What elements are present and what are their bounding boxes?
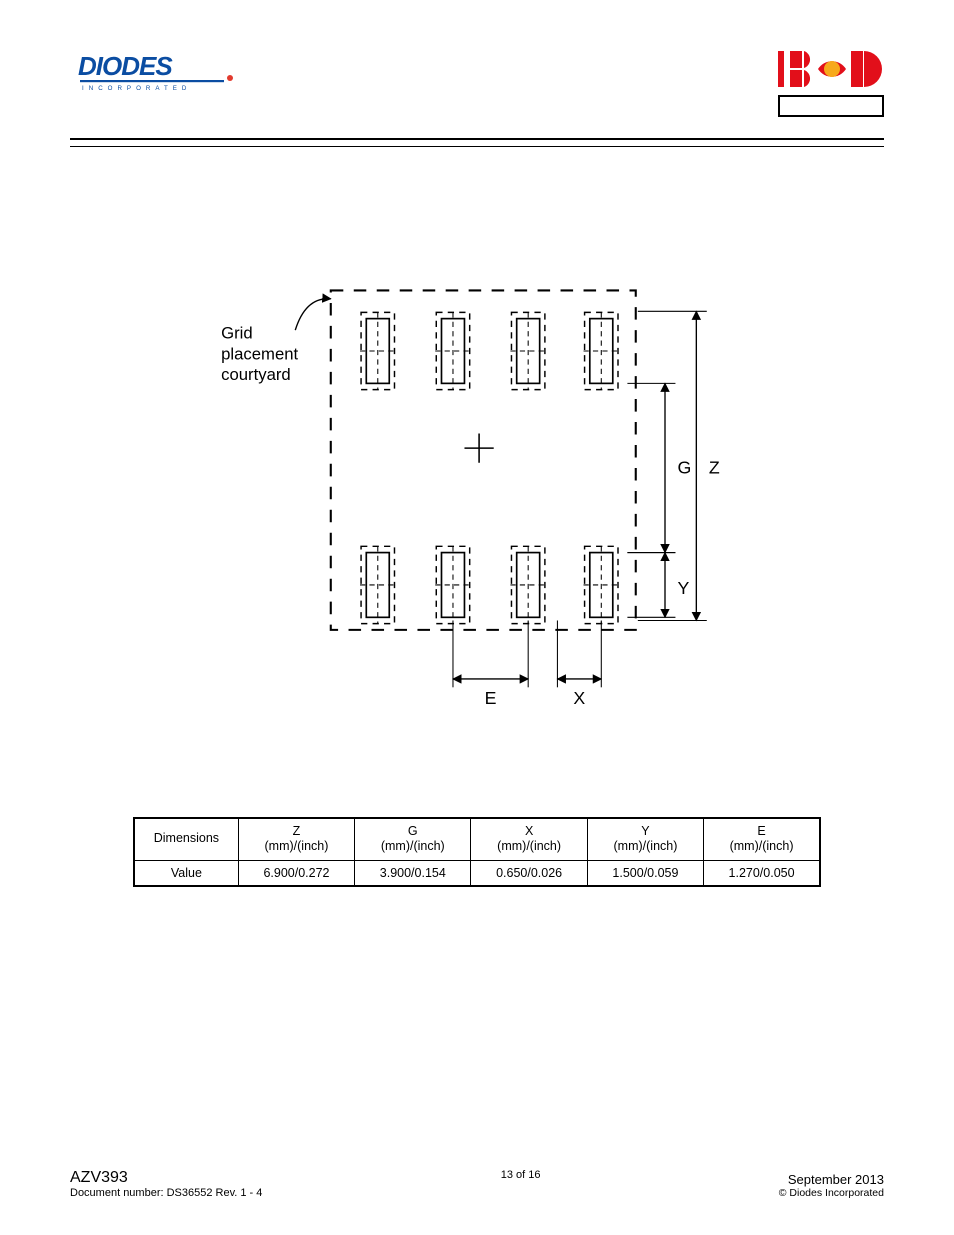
table-cell: 1.500/0.059 [587,860,703,886]
table-header: X(mm)/(inch) [471,818,587,860]
svg-text:placement: placement [221,344,298,363]
bcd-logo [778,50,884,117]
footer-copyright: © Diodes Incorporated [779,1187,884,1199]
diodes-logo: DIODES INCORPORATED [78,50,238,99]
svg-text:G: G [678,458,692,478]
table-header: Dimensions [134,818,238,860]
svg-text:DIODES: DIODES [78,51,173,81]
document-number: Document number: DS36552 Rev. 1 - 4 [70,1187,262,1199]
svg-text:INCORPORATED: INCORPORATED [82,85,191,92]
table-header: Y(mm)/(inch) [587,818,703,860]
table-header: G(mm)/(inch) [355,818,471,860]
header-rule-thick [70,138,884,140]
svg-text:courtyard: courtyard [221,365,291,384]
page-number: 13 of 16 [501,1169,541,1181]
svg-text:E: E [485,688,497,708]
dimensions-table: DimensionsZ(mm)/(inch)G(mm)/(inch)X(mm)/… [133,817,821,887]
header: DIODES INCORPORATED [70,50,884,130]
table-header: Z(mm)/(inch) [238,818,354,860]
header-rule-thin [70,146,884,147]
part-number: AZV393 [70,1169,262,1187]
table-cell: 0.650/0.026 [471,860,587,886]
svg-text:Y: Y [678,578,690,598]
land-pattern-diagram: Grid placement courtyard ZG Y E X [70,257,884,727]
footer: AZV393 Document number: DS36552 Rev. 1 -… [70,1169,884,1199]
table-cell: 3.900/0.154 [355,860,471,886]
svg-text:Z: Z [709,458,720,478]
table-cell: 6.900/0.272 [238,860,354,886]
svg-text:X: X [573,688,585,708]
footer-date: September 2013 [779,1172,884,1187]
table-header: E(mm)/(inch) [704,818,820,860]
table-row-label: Value [134,860,238,886]
table-cell: 1.270/0.050 [704,860,820,886]
svg-text:Grid: Grid [221,323,253,342]
